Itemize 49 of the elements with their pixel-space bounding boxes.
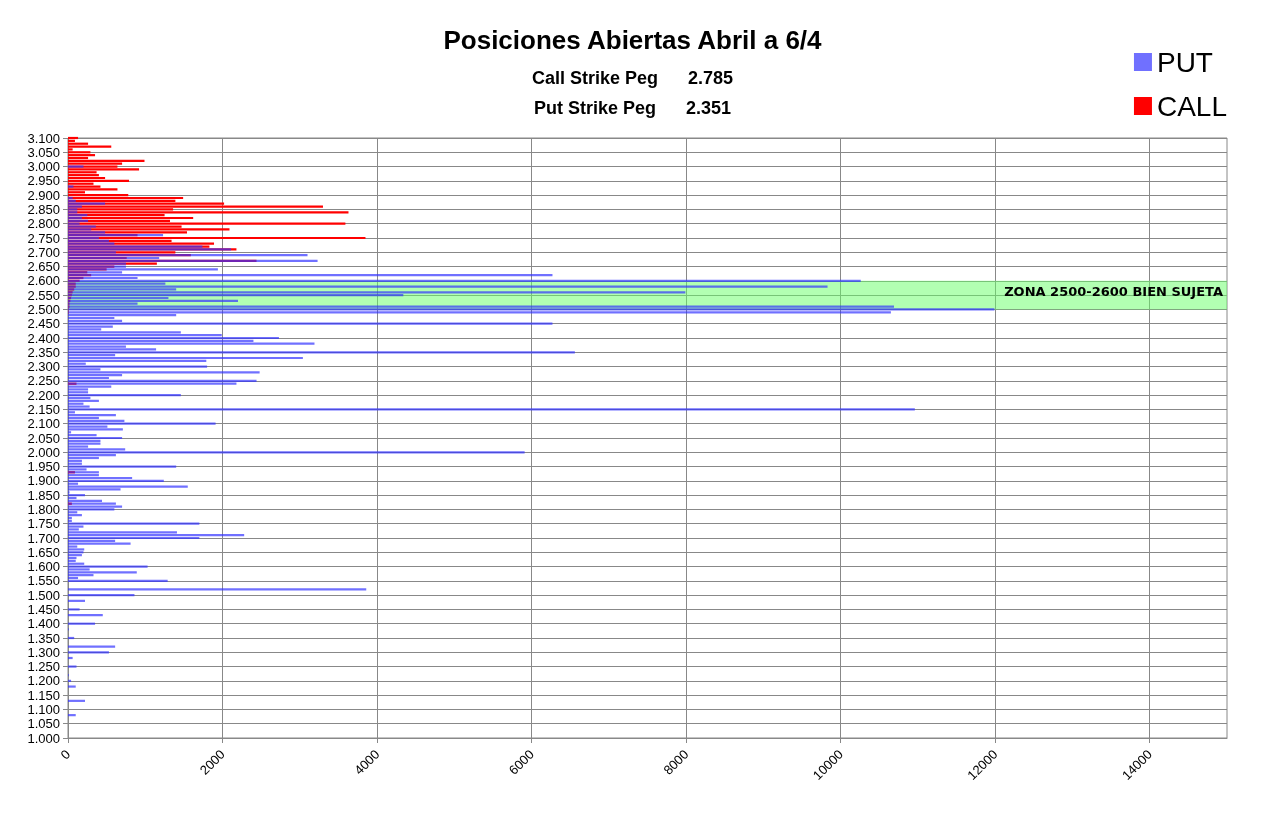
y-tick-label: 1.400: [27, 616, 60, 632]
y-tick-label: 2.450: [27, 316, 60, 332]
y-tick-label: 1.850: [27, 487, 60, 503]
y-tick-label: 2.950: [27, 173, 60, 189]
y-tick-label: 2.250: [27, 373, 60, 389]
y-tick-label: 2.650: [27, 259, 60, 275]
y-tick-label: 1.800: [27, 501, 60, 517]
chart-title: Posiciones Abiertas Abril a 6/4: [443, 25, 823, 55]
y-tick-label: 2.350: [27, 344, 60, 360]
y-tick-label: 1.500: [27, 587, 60, 603]
y-tick-label: 1.300: [27, 644, 60, 660]
x-tick-label: 0: [57, 746, 74, 763]
y-tick-label: 2.750: [27, 230, 60, 246]
y-tick-label: 1.050: [27, 716, 60, 732]
y-tick-label: 1.250: [27, 659, 60, 675]
y-tick-label: 2.850: [27, 201, 60, 217]
y-tick-label: 1.750: [27, 516, 60, 532]
y-tick-label: 1.650: [27, 544, 60, 560]
y-tick-label: 3.050: [27, 144, 60, 160]
y-tick-label: 1.950: [27, 459, 60, 475]
y-tick-label: 3.100: [27, 130, 60, 146]
y-tick-label: 2.800: [27, 216, 60, 232]
y-tick-label: 2.700: [27, 244, 60, 260]
y-tick-label: 2.050: [27, 430, 60, 446]
y-tick-label: 3.000: [27, 159, 60, 175]
y-tick-label: 1.600: [27, 559, 60, 575]
legend-label: CALL: [1156, 90, 1228, 122]
y-tick-label: 2.100: [27, 416, 60, 432]
y-tick-label: 1.000: [27, 730, 60, 746]
y-tick-label: 2.550: [27, 287, 60, 303]
y-tick-label: 2.200: [27, 387, 60, 403]
y-tick-label: 2.400: [27, 330, 60, 346]
y-tick-label: 2.900: [27, 187, 60, 203]
y-tick-label: 2.000: [27, 444, 60, 460]
legend-label: PUT: [1156, 46, 1213, 78]
y-tick-label: 1.150: [27, 687, 60, 703]
y-tick-label: 1.700: [27, 530, 60, 546]
chart-subtitle: Call Strike Peg 2.785 Put Strike Peg 2.351: [531, 68, 734, 118]
y-tick-label: 2.300: [27, 359, 60, 375]
y-tick-label: 2.150: [27, 401, 60, 417]
y-tick-label: 2.600: [27, 273, 60, 289]
y-tick-label: 2.500: [27, 301, 60, 317]
y-tick-label: 1.200: [27, 673, 60, 689]
band-label: ZONA 2500-2600 BIEN SUJETA: [1004, 283, 1223, 299]
y-tick-label: 1.900: [27, 473, 60, 489]
y-tick-label: 1.350: [27, 630, 60, 646]
y-tick-label: 1.450: [27, 601, 60, 617]
y-tick-label: 1.550: [27, 573, 60, 589]
y-tick-label: 1.100: [27, 701, 60, 717]
